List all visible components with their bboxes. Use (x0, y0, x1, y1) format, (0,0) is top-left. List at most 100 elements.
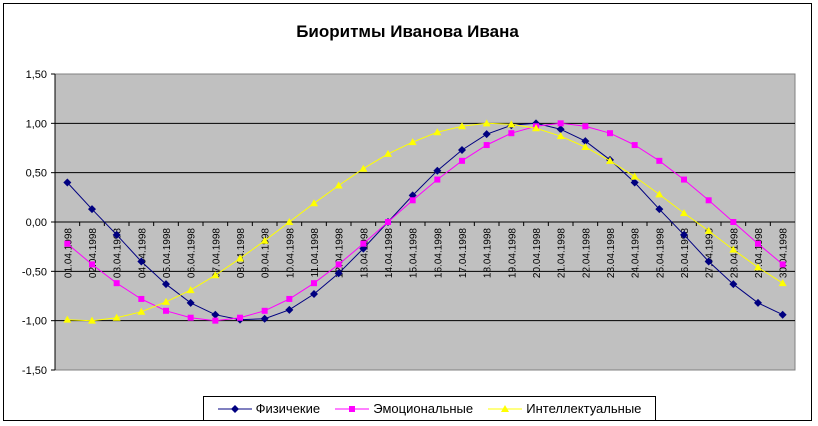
legend-label-intellectual: Интеллектуальные (526, 401, 642, 416)
x-tick-label: 20.04.1998 (532, 228, 543, 278)
x-tick-label: 15.04.1998 (409, 228, 420, 278)
x-tick-label: 14.04.1998 (384, 228, 395, 278)
x-tick-label: 28.04.1998 (729, 228, 740, 278)
y-tick-label: -0,50 (22, 266, 47, 278)
data-point-diamond (754, 298, 762, 307)
data-point-diamond (704, 257, 713, 266)
data-point-triangle (556, 132, 565, 140)
x-tick-label: 30.04.1998 (779, 228, 790, 278)
x-tick-label: 11.04.1998 (310, 228, 321, 278)
data-point-triangle (359, 164, 368, 172)
data-point-diamond (186, 298, 195, 307)
x-tick-label: 24.04.1998 (631, 228, 642, 278)
x-tick-label: 22.04.1998 (581, 228, 592, 278)
legend-marker-triangle-icon (488, 404, 523, 412)
data-point-square (705, 197, 712, 204)
data-point-triangle (655, 190, 664, 198)
data-point-triangle (458, 122, 466, 130)
data-point-triangle (211, 271, 220, 279)
x-tick-label: 03.04.1998 (113, 228, 124, 278)
data-point-square (631, 142, 638, 149)
data-point-triangle (112, 313, 121, 321)
data-point-triangle (507, 120, 516, 128)
data-point-diamond (285, 305, 294, 314)
series-line-2 (67, 122, 783, 322)
data-point-square (730, 219, 737, 225)
data-point-diamond (112, 230, 121, 239)
data-point-diamond (63, 178, 72, 187)
data-point-triangle (162, 297, 170, 305)
x-tick-label: 21.04.1998 (557, 228, 568, 278)
data-point-diamond (334, 269, 343, 278)
data-point-triangle (63, 315, 72, 323)
legend-label-emotional: Эмоциональные (373, 401, 474, 416)
x-tick-label: 17.04.1998 (458, 228, 469, 278)
x-tick-label: 10.04.1998 (285, 228, 296, 278)
data-point-diamond (162, 280, 170, 289)
data-point-triangle (581, 143, 590, 151)
data-point-square (483, 142, 490, 149)
x-tick-label: 27.04.1998 (705, 228, 716, 278)
data-point-diamond (88, 205, 96, 214)
data-point-diamond (458, 145, 466, 154)
data-point-triangle (482, 119, 491, 127)
chart-title: Биоритмы Иванова Ивана (296, 22, 519, 41)
data-point-triangle (236, 254, 244, 262)
y-tick-label: 1,50 (26, 69, 47, 81)
x-tick-label: 13.04.1998 (359, 228, 370, 278)
y-tick-label: 1,00 (26, 118, 47, 130)
legend-item-emotional: Эмоциональные (335, 401, 473, 416)
data-point-diamond (260, 314, 269, 323)
data-point-triangle (433, 128, 442, 136)
data-point-square (138, 295, 145, 302)
data-point-square (237, 314, 243, 321)
legend: Физичекие Эмоциональные Интеллектуальные (203, 396, 656, 421)
data-point-diamond (680, 230, 688, 239)
data-point-square (681, 176, 687, 183)
y-tick-label: -1,00 (22, 316, 47, 328)
x-tick-label: 02.04.1998 (88, 228, 99, 278)
x-tick-label: 01.04.1998 (63, 228, 74, 278)
data-point-triangle (606, 156, 614, 164)
data-point-square (656, 157, 663, 164)
data-point-square (360, 240, 367, 247)
data-point-square (607, 130, 613, 137)
data-point-square (89, 261, 95, 268)
data-point-diamond (137, 257, 146, 266)
data-point-triangle (384, 149, 392, 157)
data-point-square (779, 261, 786, 268)
legend-marker-diamond-icon (217, 404, 252, 413)
x-tick-label: 16.04.1998 (433, 228, 444, 278)
data-point-triangle (729, 245, 738, 253)
data-point-triangle (532, 124, 540, 132)
data-point-square (459, 157, 465, 164)
data-point-diamond (211, 310, 220, 319)
data-point-square (311, 280, 317, 287)
x-tick-label: 18.04.1998 (483, 228, 494, 278)
y-tick-label: 0,00 (26, 217, 47, 229)
data-point-triangle (704, 226, 713, 234)
x-tick-label: 29.04.1998 (754, 228, 765, 278)
data-point-diamond (433, 166, 442, 175)
data-point-square (409, 197, 416, 204)
data-point-square (434, 176, 441, 183)
data-point-triangle (630, 172, 639, 180)
data-point-square (286, 295, 293, 302)
data-point-triangle (88, 316, 96, 324)
data-point-square (557, 120, 564, 127)
y-tick-label: 0,50 (26, 168, 47, 180)
data-point-square (64, 240, 71, 247)
data-point-triangle (408, 138, 417, 146)
x-tick-label: 09.04.1998 (261, 228, 272, 278)
legend-label-physical: Физичекие (255, 401, 321, 416)
x-tick-label: 26.04.1998 (680, 228, 691, 278)
data-point-triangle (334, 181, 343, 189)
data-point-square (261, 307, 268, 314)
data-point-triangle (186, 286, 195, 294)
data-point-triangle (260, 236, 269, 244)
data-point-diamond (729, 280, 738, 289)
data-point-triangle (310, 199, 318, 207)
data-point-square (335, 261, 342, 268)
data-point-square (113, 280, 120, 287)
